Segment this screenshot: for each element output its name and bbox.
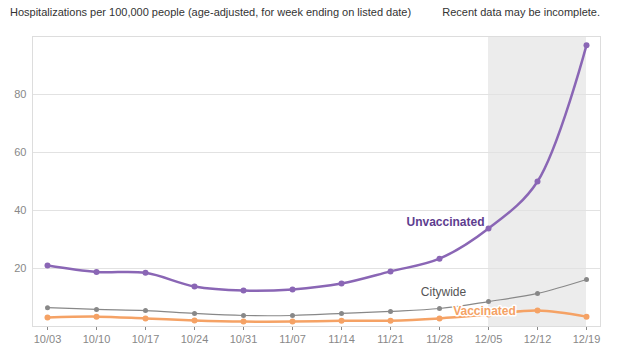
svg-text:40: 40 bbox=[14, 204, 26, 216]
svg-text:12/05: 12/05 bbox=[475, 333, 503, 345]
svg-text:10/17: 10/17 bbox=[132, 333, 160, 345]
svg-text:20: 20 bbox=[14, 262, 26, 274]
html-text:Hospitalizations per 100,000 p: Hospitalizations per 100,000 people (age… bbox=[10, 6, 412, 18]
svg-text:11/14: 11/14 bbox=[328, 333, 355, 345]
svg-text:80: 80 bbox=[14, 88, 26, 100]
svg-text:12/19: 12/19 bbox=[573, 333, 601, 345]
svg-text:11/07: 11/07 bbox=[279, 333, 306, 345]
svg-text:12/12: 12/12 bbox=[524, 333, 552, 345]
html-text:Recent data may be incomplete.: Recent data may be incomplete. bbox=[442, 6, 600, 18]
svg-text:11/28: 11/28 bbox=[426, 333, 453, 345]
svg-text:60: 60 bbox=[14, 146, 26, 158]
svg-text:11/21: 11/21 bbox=[377, 333, 404, 345]
svg-text:10/03: 10/03 bbox=[34, 333, 62, 345]
svg-text:10/24: 10/24 bbox=[181, 333, 209, 345]
svg-text:10/31: 10/31 bbox=[230, 333, 258, 345]
svg-text:10/10: 10/10 bbox=[83, 333, 111, 345]
svg-text:Citywide: Citywide bbox=[421, 285, 467, 299]
svg-text:Unvaccinated: Unvaccinated bbox=[406, 215, 484, 229]
svg-text:Vaccinated: Vaccinated bbox=[453, 304, 516, 318]
